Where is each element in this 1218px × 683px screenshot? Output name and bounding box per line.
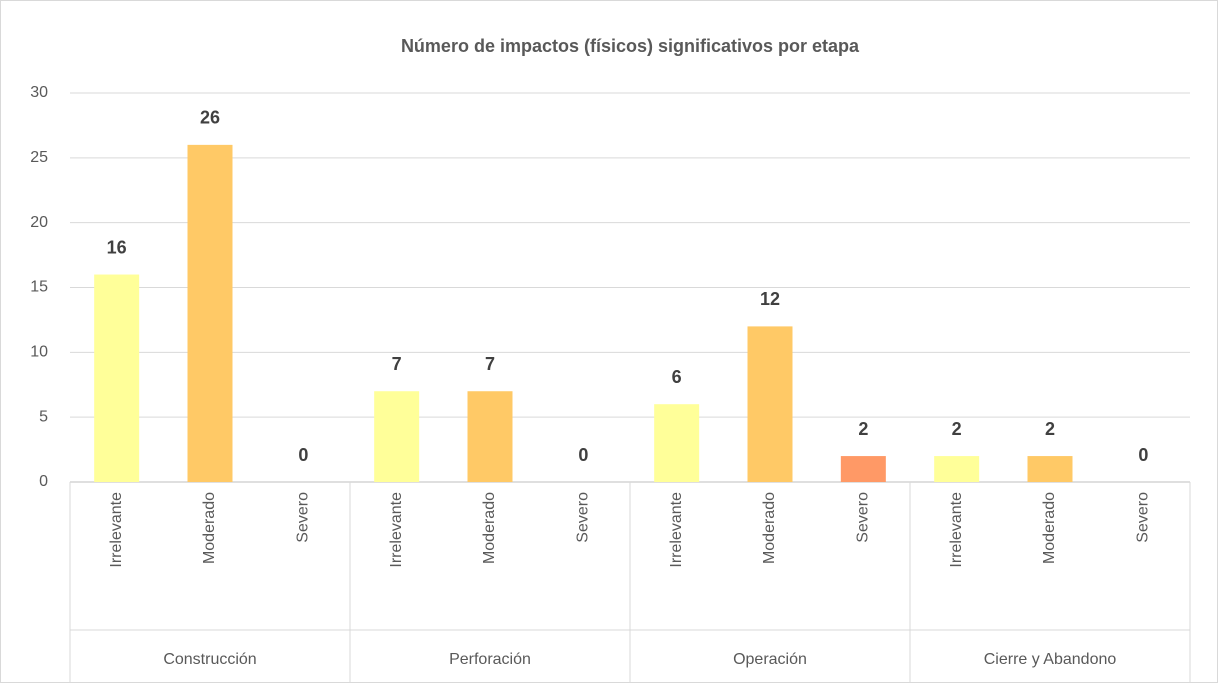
data-label: 0 xyxy=(298,445,308,465)
x-tick-label: Severo xyxy=(1135,492,1152,543)
bar xyxy=(94,274,140,482)
y-tick-label: 0 xyxy=(39,473,48,490)
x-tick-label: Moderado xyxy=(201,492,218,564)
y-tick-label: 5 xyxy=(39,408,48,425)
x-tick-label: Severo xyxy=(855,492,872,543)
group-label: Construcción xyxy=(163,651,256,668)
data-label: 2 xyxy=(1045,419,1055,439)
data-label: 2 xyxy=(952,419,962,439)
data-label: 7 xyxy=(392,354,402,374)
data-label: 26 xyxy=(200,108,220,128)
y-tick-label: 10 xyxy=(30,344,48,361)
bar xyxy=(467,391,513,482)
x-tick-label: Moderado xyxy=(761,492,778,564)
x-tick-label: Moderado xyxy=(1041,492,1058,564)
data-label: 6 xyxy=(672,367,682,387)
data-label: 0 xyxy=(578,445,588,465)
bar xyxy=(1027,456,1073,482)
x-tick-label: Severo xyxy=(575,492,592,543)
group-label: Operación xyxy=(733,651,807,668)
bar xyxy=(654,404,700,482)
bar xyxy=(934,456,980,482)
bar xyxy=(374,391,420,482)
data-label: 16 xyxy=(107,237,127,257)
x-tick-label: Severo xyxy=(295,492,312,543)
x-tick-label: Irrelevante xyxy=(108,492,125,568)
x-tick-label: Irrelevante xyxy=(948,492,965,568)
data-label: 2 xyxy=(858,419,868,439)
data-label: 0 xyxy=(1138,445,1148,465)
x-tick-label: Irrelevante xyxy=(388,492,405,568)
y-tick-label: 30 xyxy=(30,84,48,101)
chart-title: Número de impactos (físicos) significati… xyxy=(401,36,860,56)
x-tick-label: Irrelevante xyxy=(668,492,685,568)
y-tick-label: 20 xyxy=(30,214,48,231)
group-label: Cierre y Abandono xyxy=(984,651,1117,668)
bar xyxy=(187,144,233,482)
x-tick-label: Moderado xyxy=(481,492,498,564)
bar xyxy=(747,326,793,482)
data-label: 12 xyxy=(760,289,780,309)
group-label: Perforación xyxy=(449,651,531,668)
y-tick-label: 15 xyxy=(30,279,48,296)
data-label: 7 xyxy=(485,354,495,374)
bar xyxy=(840,456,886,482)
y-tick-label: 25 xyxy=(30,149,48,166)
